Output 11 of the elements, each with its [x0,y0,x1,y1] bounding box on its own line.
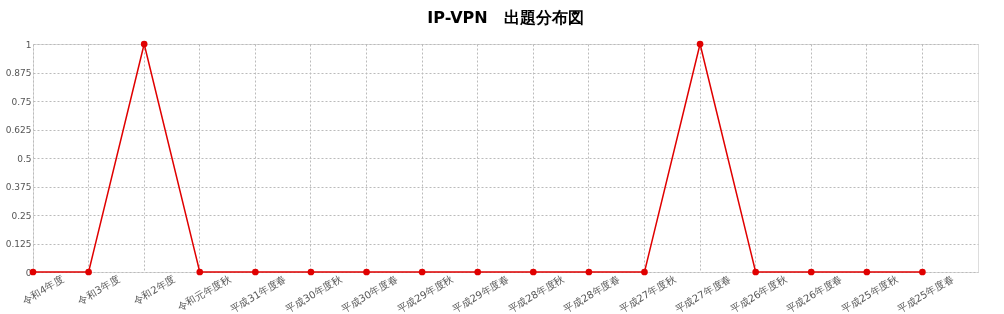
x-tick-label: 令和3年度 [75,273,122,307]
chart-title: IP-VPN 出題分布図 [427,8,584,27]
y-tick-label: 0.75 [11,96,32,107]
y-tick-label: 0.375 [5,182,32,192]
x-tick-label: 令和2年度 [131,273,177,307]
y-tick-label: 0.875 [5,68,32,78]
y-tick-label: 0.25 [11,210,32,221]
y-tick-label: 0.125 [5,239,32,249]
y-tick-label: 0.5 [17,153,32,164]
y-tick-label: 1 [25,39,32,50]
y-tick-label: 0.625 [5,125,32,135]
